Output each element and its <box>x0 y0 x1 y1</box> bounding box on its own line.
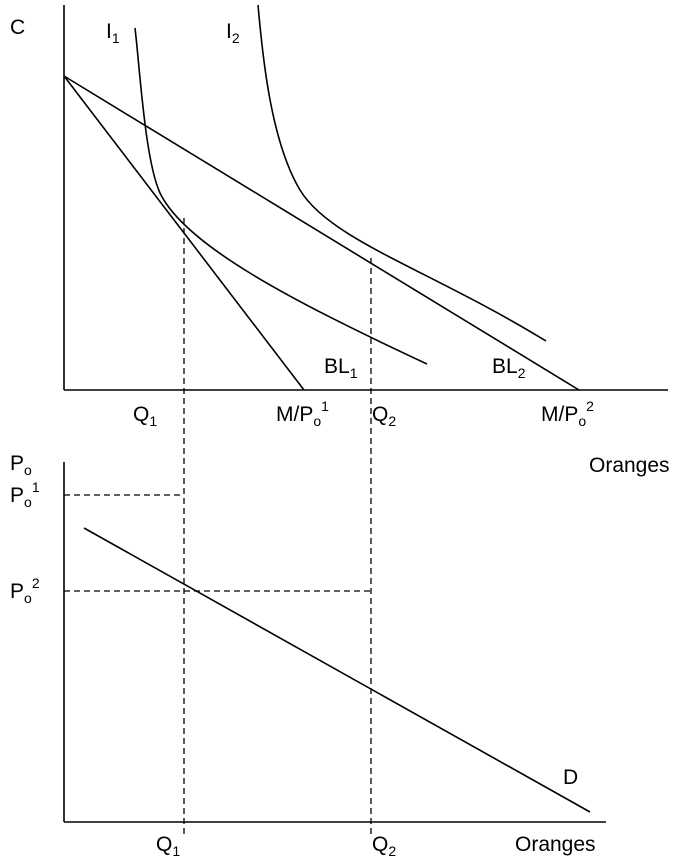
budget-line-2-label: BL2 <box>492 355 526 381</box>
demand-curve <box>83 527 591 813</box>
top-x-tick-m-po2: M/Po2 <box>541 398 594 429</box>
demand-curve-label: D <box>563 766 578 789</box>
budget-line-1-label: BL1 <box>324 355 358 381</box>
indifference-curve-1-label: I1 <box>106 20 120 46</box>
top-x-tick-m-po1: M/Po1 <box>276 398 329 429</box>
bottom-x-tick-q2: Q2 <box>372 833 396 859</box>
bottom-panel: Po Po1 Po2 D Q1 Q2 Oranges <box>10 452 606 859</box>
top-x-axis-label: Oranges <box>589 454 670 477</box>
budget-line-2 <box>63 75 580 391</box>
indifference-curve-2-label: I2 <box>226 20 240 46</box>
top-x-tick-q2: Q2 <box>372 403 396 429</box>
top-y-axis-label: C <box>10 16 25 39</box>
bottom-y-axis-label: Po <box>10 452 32 478</box>
bottom-x-tick-q1: Q1 <box>156 833 180 859</box>
top-x-tick-q1: Q1 <box>133 403 157 429</box>
indifference-curve-1 <box>134 27 428 365</box>
bottom-y-tick-po2: Po2 <box>10 575 40 606</box>
bottom-x-axis-label: Oranges <box>515 833 596 856</box>
bottom-y-tick-po1: Po1 <box>10 479 40 510</box>
indifference-curve-2 <box>257 4 547 342</box>
top-panel: C I1 I2 BL1 BL2 Q1 M/Po1 Q2 M/Po2 Orange… <box>10 4 670 835</box>
